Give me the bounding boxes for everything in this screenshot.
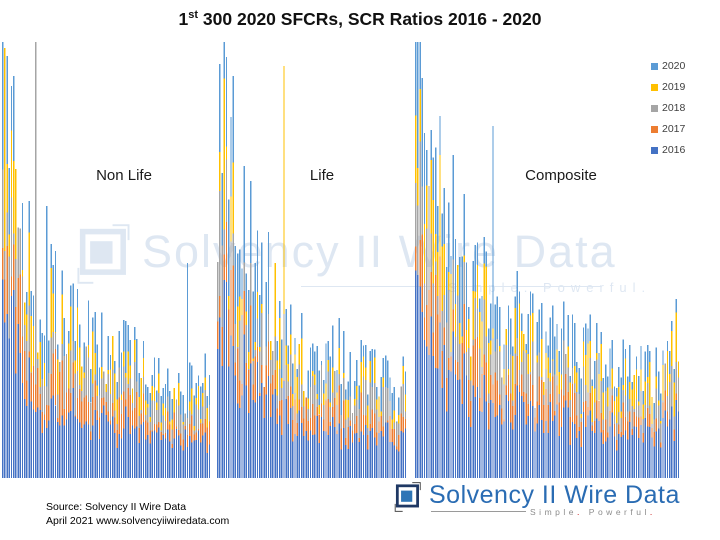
legend-label-2018: 2018 <box>662 102 686 114</box>
legend-label-2017: 2017 <box>662 123 686 135</box>
legend-swatch-2019 <box>651 83 658 91</box>
watermark-text: Solvency II Wire Data <box>142 226 617 277</box>
group-label-non-life: Non Life <box>96 167 152 184</box>
page-title: 1st 300 2020 SFCRs, SCR Ratios 2016 - 20… <box>0 9 720 30</box>
logo-rule <box>431 511 526 512</box>
solvency-ii-wire-data-logo: Solvency II Wire Data Simple. Powerful. <box>394 481 680 518</box>
watermark-tagline: Simple. Powerful. <box>448 280 652 295</box>
legend-swatch-2017 <box>651 125 658 133</box>
logo-tagline: Simple. Powerful. <box>530 507 656 517</box>
group-label-life: Life <box>309 167 335 184</box>
legend-label-2016: 2016 <box>662 144 686 156</box>
chart-legend: 2020 2019 2018 2017 2016 <box>651 60 685 165</box>
legend-label-2019: 2019 <box>662 81 686 93</box>
legend-swatch-2018 <box>651 104 658 112</box>
legend-item-2016: 2016 <box>651 144 685 156</box>
source-line-2: April 2021 www.solvencyiiwiredata.com <box>46 514 230 527</box>
legend-item-2020: 2020 <box>651 60 685 72</box>
legend-swatch-2016 <box>651 146 658 154</box>
watermark-logo-icon <box>76 222 132 291</box>
source-line-1: Source: Solvency II Wire Data <box>46 501 187 513</box>
legend-label-2020: 2020 <box>662 60 686 72</box>
title-rest: 300 2020 SFCRs, SCR Ratios 2016 - 2020 <box>198 9 542 29</box>
logo-icon <box>394 481 422 518</box>
legend-item-2017: 2017 <box>651 123 685 135</box>
legend-swatch-2020 <box>651 62 658 70</box>
legend-item-2019: 2019 <box>651 81 685 93</box>
legend-item-2018: 2018 <box>651 102 685 114</box>
title-prefix: 1 <box>178 9 189 29</box>
logo-text: Solvency II Wire Data <box>429 481 680 509</box>
title-superscript: st <box>188 9 199 22</box>
group-label-composite: Composite <box>525 167 597 184</box>
watermark: Solvency II Wire Data Simple. Powerful. <box>76 222 696 308</box>
source-note: Source: Solvency II Wire Data April 2021… <box>46 501 229 528</box>
